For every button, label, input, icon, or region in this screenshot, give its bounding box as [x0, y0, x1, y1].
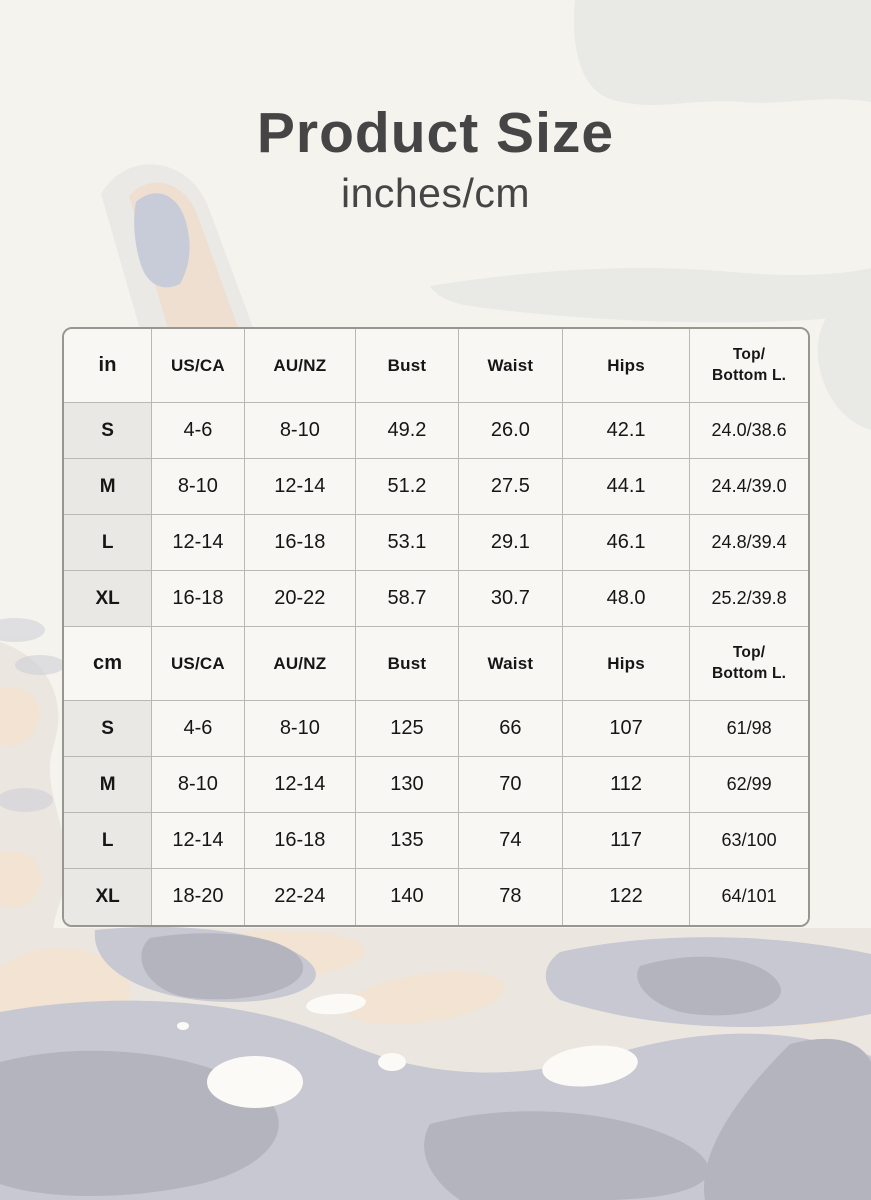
us-ca-value: 12-14: [151, 514, 245, 571]
us-ca-value: 8-10: [151, 458, 245, 515]
au-nz-value: 20-22: [243, 570, 357, 627]
us-ca-value: 4-6: [151, 700, 245, 757]
hips-value: 44.1: [561, 458, 691, 515]
waist-value: 74: [457, 812, 563, 869]
bust-value: 51.2: [355, 458, 459, 515]
waist-value: 29.1: [457, 514, 563, 571]
column-header-au-nz: AU/NZ: [243, 626, 357, 701]
page-subtitle: inches/cm: [340, 169, 531, 216]
column-header-hips: Hips: [561, 626, 691, 701]
waist-value: 26.0: [457, 402, 563, 459]
column-header-top-bottom: Top/Bottom L.: [689, 626, 808, 701]
size-label: S: [64, 700, 153, 757]
top-bottom-value: 62/99: [689, 756, 808, 813]
column-header-us-ca: US/CA: [151, 329, 245, 403]
top-bottom-value: 63/100: [689, 812, 808, 869]
size-chart-table: in US/CA AU/NZ Bust Waist Hips Top/Botto…: [62, 327, 810, 927]
size-label: XL: [64, 570, 153, 627]
terrain-shapes: [0, 618, 871, 1200]
column-header-top-bottom: Top/Bottom L.: [689, 329, 808, 403]
waist-value: 27.5: [457, 458, 563, 515]
top-bottom-value: 24.4/39.0: [689, 458, 808, 515]
us-ca-value: 16-18: [151, 570, 245, 627]
au-nz-value: 16-18: [243, 514, 357, 571]
hips-value: 48.0: [561, 570, 691, 627]
top-bottom-value: 24.8/39.4: [689, 514, 808, 571]
au-nz-value: 12-14: [243, 458, 357, 515]
column-header-hips: Hips: [561, 329, 691, 403]
bust-value: 135: [355, 812, 459, 869]
hips-value: 107: [561, 700, 691, 757]
top-bottom-value: 25.2/39.8: [689, 570, 808, 627]
bust-value: 140: [355, 868, 459, 925]
waist-value: 66: [457, 700, 563, 757]
hips-value: 112: [561, 756, 691, 813]
bust-value: 130: [355, 756, 459, 813]
table-row: XL 16-18 20-22 58.7 30.7 48.0 25.2/39.8: [64, 570, 808, 627]
size-label: S: [64, 402, 153, 459]
column-header-au-nz: AU/NZ: [243, 329, 357, 403]
bust-value: 58.7: [355, 570, 459, 627]
table-row: M 8-10 12-14 130 70 112 62/99: [64, 756, 808, 813]
us-ca-value: 18-20: [151, 868, 245, 925]
unit-label-in: in: [64, 329, 153, 403]
us-ca-value: 4-6: [151, 402, 245, 459]
size-label: L: [64, 514, 153, 571]
size-label: XL: [64, 868, 153, 925]
top-bottom-value: 61/98: [689, 700, 808, 757]
au-nz-value: 22-24: [243, 868, 357, 925]
table-header-row-inches: in US/CA AU/NZ Bust Waist Hips Top/Botto…: [64, 329, 808, 403]
au-nz-value: 12-14: [243, 756, 357, 813]
top-bottom-line2: Bottom L.: [712, 664, 787, 682]
waist-value: 78: [457, 868, 563, 925]
hips-value: 117: [561, 812, 691, 869]
size-label: L: [64, 812, 153, 869]
hips-value: 122: [561, 868, 691, 925]
us-ca-value: 8-10: [151, 756, 245, 813]
column-header-waist: Waist: [457, 626, 563, 701]
top-bottom-line1: Top/: [732, 346, 766, 364]
column-header-us-ca: US/CA: [151, 626, 245, 701]
table-header-row-cm: cm US/CA AU/NZ Bust Waist Hips Top/Botto…: [64, 626, 808, 701]
page-header: Product Size inches/cm: [0, 0, 871, 217]
bust-value: 125: [355, 700, 459, 757]
top-bottom-value: 24.0/38.6: [689, 402, 808, 459]
au-nz-value: 16-18: [243, 812, 357, 869]
waist-value: 30.7: [457, 570, 563, 627]
waist-value: 70: [457, 756, 563, 813]
unit-label-cm: cm: [64, 626, 153, 701]
cloud-shapes: [430, 0, 871, 430]
au-nz-value: 8-10: [243, 402, 357, 459]
top-bottom-line2: Bottom L.: [712, 366, 787, 384]
size-label: M: [64, 458, 153, 515]
hips-value: 42.1: [561, 402, 691, 459]
table-row: S 4-6 8-10 49.2 26.0 42.1 24.0/38.6: [64, 402, 808, 459]
page-title: Product Size: [256, 101, 615, 165]
bust-value: 53.1: [355, 514, 459, 571]
size-label: M: [64, 756, 153, 813]
hips-value: 46.1: [561, 514, 691, 571]
top-bottom-value: 64/101: [689, 868, 808, 925]
table-row: L 12-14 16-18 53.1 29.1 46.1 24.8/39.4: [64, 514, 808, 571]
bust-value: 49.2: [355, 402, 459, 459]
us-ca-value: 12-14: [151, 812, 245, 869]
column-header-waist: Waist: [457, 329, 563, 403]
table-row: XL 18-20 22-24 140 78 122 64/101: [64, 868, 808, 925]
column-header-bust: Bust: [355, 329, 459, 403]
au-nz-value: 8-10: [243, 700, 357, 757]
top-bottom-line1: Top/: [732, 644, 766, 662]
table-row: L 12-14 16-18 135 74 117 63/100: [64, 812, 808, 869]
table-row: S 4-6 8-10 125 66 107 61/98: [64, 700, 808, 757]
column-header-bust: Bust: [355, 626, 459, 701]
table-row: M 8-10 12-14 51.2 27.5 44.1 24.4/39.0: [64, 458, 808, 515]
